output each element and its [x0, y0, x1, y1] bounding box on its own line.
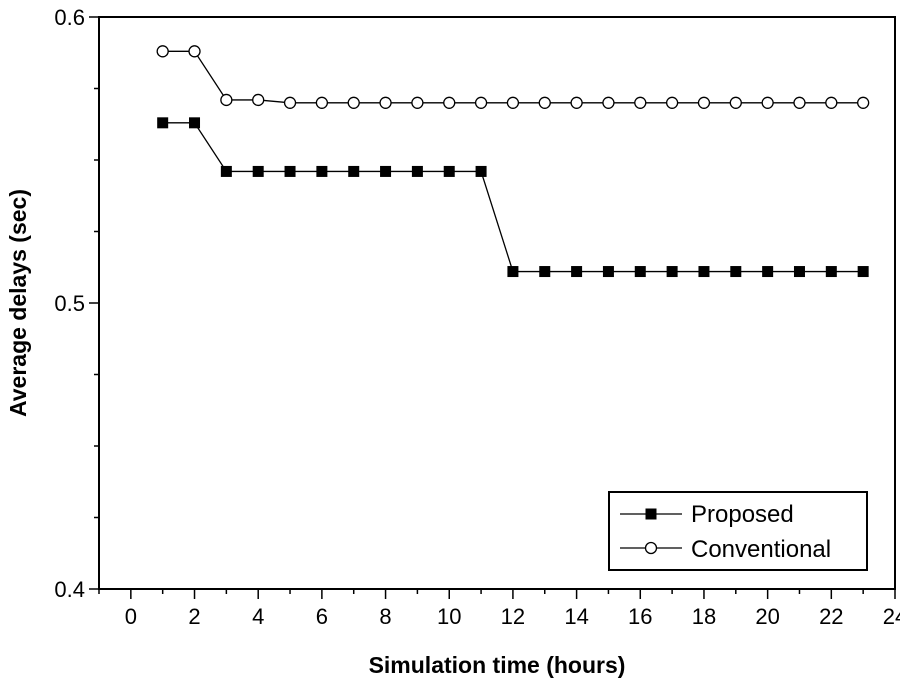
data-point-proposed	[316, 165, 328, 177]
data-point-conventional	[665, 96, 679, 109]
data-point-conventional	[315, 96, 329, 109]
x-tick-label: 18	[692, 604, 716, 629]
data-point-proposed	[348, 165, 360, 177]
x-tick-label: 4	[252, 604, 264, 629]
x-tick-label: 2	[188, 604, 200, 629]
data-point-conventional	[602, 96, 615, 109]
data-point-conventional	[156, 45, 169, 58]
legend-marker-proposed	[645, 508, 657, 520]
data-point-proposed	[698, 266, 710, 278]
data-point-conventional	[188, 45, 201, 58]
data-point-proposed	[380, 165, 392, 177]
data-point-proposed	[443, 165, 455, 177]
data-point-proposed	[602, 266, 614, 278]
data-point-conventional	[729, 96, 742, 109]
series-line-proposed	[162, 122, 864, 273]
data-point-proposed	[666, 266, 678, 278]
series-layer	[156, 45, 870, 278]
x-tick-label: 14	[564, 604, 588, 629]
x-tick-label: 24	[883, 604, 900, 629]
x-axis-title: Simulation time (hours)	[369, 652, 626, 678]
x-tick-label: 0	[125, 604, 137, 629]
data-point-proposed	[634, 266, 646, 278]
data-point-proposed	[411, 165, 423, 177]
data-point-proposed	[539, 266, 551, 278]
legend-label-conventional: Conventional	[691, 536, 831, 563]
data-point-proposed	[793, 266, 805, 278]
x-tick-label: 16	[628, 604, 652, 629]
data-point-conventional	[347, 96, 360, 109]
data-point-conventional	[825, 96, 838, 109]
y-tick-label: 0.5	[54, 291, 85, 316]
data-point-proposed	[730, 266, 742, 278]
data-point-proposed	[252, 165, 264, 177]
legend-label-proposed: Proposed	[691, 501, 794, 528]
data-point-proposed	[220, 165, 232, 177]
data-point-proposed	[762, 266, 774, 278]
series-line-conventional	[162, 50, 864, 104]
data-point-conventional	[761, 96, 774, 109]
x-axis-ticks: 024681012141618202224	[98, 589, 900, 629]
y-tick-label: 0.6	[54, 5, 85, 30]
data-point-conventional	[283, 96, 297, 109]
data-point-proposed	[857, 266, 869, 278]
data-point-conventional	[379, 96, 392, 109]
x-tick-label: 20	[755, 604, 779, 629]
data-point-proposed	[571, 266, 583, 278]
data-point-conventional	[252, 93, 265, 107]
data-point-proposed	[189, 117, 201, 129]
x-tick-label: 12	[501, 604, 525, 629]
data-point-conventional	[443, 96, 456, 109]
data-point-conventional	[570, 96, 583, 109]
y-tick-label: 0.4	[54, 577, 85, 602]
data-point-conventional	[506, 96, 520, 109]
y-axis-title: Average delays (sec)	[5, 189, 31, 417]
legend: Proposed Conventional	[608, 491, 868, 571]
data-point-conventional	[697, 96, 711, 109]
data-point-conventional	[474, 96, 488, 109]
data-point-conventional	[411, 96, 424, 109]
x-tick-label: 6	[316, 604, 328, 629]
data-point-proposed	[157, 117, 169, 129]
data-point-proposed	[825, 266, 837, 278]
y-axis-ticks: 0.4 0.5 0.6	[54, 5, 99, 602]
data-point-proposed	[475, 165, 487, 177]
data-point-conventional	[220, 93, 233, 107]
legend-marker-conventional	[644, 541, 658, 555]
data-point-conventional	[857, 96, 870, 109]
data-point-proposed	[284, 165, 296, 177]
legend-box	[608, 491, 868, 571]
data-point-conventional	[634, 96, 647, 109]
x-tick-label: 8	[379, 604, 391, 629]
data-point-conventional	[793, 96, 806, 109]
data-point-proposed	[507, 266, 519, 278]
x-tick-label: 10	[437, 604, 461, 629]
x-tick-label: 22	[819, 604, 843, 629]
data-point-conventional	[538, 96, 551, 109]
